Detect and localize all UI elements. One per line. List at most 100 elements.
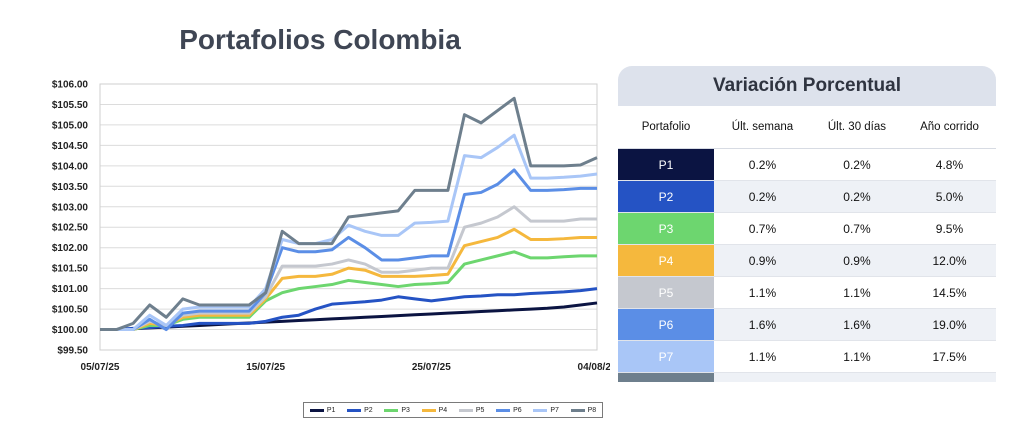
series-line-p7: [100, 133, 598, 332]
legend-label: P8: [587, 406, 597, 414]
d30-cell: 0.7%: [810, 212, 903, 245]
y-tick-label: $105.00: [52, 120, 89, 131]
portfolio-cell: P6: [618, 308, 714, 341]
week-cell: 1.6%: [714, 308, 811, 341]
table-header-row: Portafolio Últ. semana Últ. 30 días Año …: [618, 106, 996, 149]
legend-item: P6: [496, 407, 522, 414]
week-cell: 0.7%: [714, 372, 811, 382]
x-tick-label: 05/07/25: [81, 362, 120, 373]
legend-swatch: [570, 408, 585, 412]
series-line-p6: [100, 168, 597, 332]
ytd-cell: 5.0%: [902, 180, 996, 213]
legend-swatch: [309, 408, 324, 412]
week-cell: 1.1%: [714, 340, 811, 373]
legend-swatch: [347, 408, 362, 412]
chart-legend: P1 P2 P3 P4 P5 P6 P7 P8: [303, 402, 603, 418]
legend-label: P7: [550, 406, 559, 414]
legend-label: P2: [364, 406, 373, 414]
legend-item: P5: [458, 406, 485, 414]
y-tick-label: $99.50: [57, 346, 88, 357]
portfolio-cell: P8: [618, 372, 714, 382]
week-cell: 0.2%: [714, 180, 811, 213]
y-tick-label: $101.00: [52, 284, 89, 295]
header-ytd: Año corrido: [902, 106, 996, 149]
series-line-p8: [100, 96, 598, 332]
x-tick-label: 25/07/25: [412, 362, 451, 373]
y-tick-label: $102.00: [52, 243, 89, 254]
y-tick-label: $103.50: [52, 182, 89, 193]
y-tick-label: $100.00: [52, 325, 89, 336]
header-portafolio: Portafolio: [618, 106, 714, 149]
d30-cell: 1.6%: [810, 308, 903, 341]
legend-item: P7: [533, 407, 559, 414]
portfolio-cell: P7: [618, 340, 714, 373]
week-cell: 0.9%: [714, 244, 811, 277]
portfolio-cell: P3: [618, 212, 714, 245]
portfolio-cell: P1: [618, 148, 714, 181]
legend-item: P3: [384, 407, 410, 414]
portfolio-cell: P4: [618, 244, 714, 277]
table-title: Variación Porcentual: [618, 66, 996, 106]
legend-swatch: [458, 408, 473, 412]
y-tick-label: $102.50: [52, 223, 89, 234]
y-tick-label: $106.00: [52, 80, 89, 91]
legend-swatch: [533, 408, 548, 412]
portfolio-cell: P5: [618, 276, 714, 309]
table-row: P4 0.9% 0.9% 12.0%: [618, 244, 996, 277]
y-tick-label: $100.50: [52, 305, 89, 316]
d30-cell: 0.2%: [810, 180, 903, 213]
ytd-cell: 16.5%: [902, 372, 996, 382]
y-tick-label: $104.50: [52, 141, 89, 152]
d30-cell: 0.7%: [810, 372, 903, 382]
week-cell: 1.1%: [714, 276, 811, 309]
ytd-cell: 4.8%: [902, 148, 996, 181]
legend-item: P1: [309, 406, 336, 414]
y-tick-label: $101.50: [52, 264, 89, 275]
ytd-cell: 12.0%: [902, 244, 996, 277]
y-tick-label: $105.50: [52, 100, 89, 111]
line-chart: $99.50 $100.00 $100.50 $101.00 $101.50 $102.0…: [52, 80, 610, 374]
y-tick-label: $104.00: [52, 161, 89, 172]
header-week: Últ. semana: [714, 106, 811, 149]
variation-table-panel: Variación Porcentual Portafolio Últ. sem…: [618, 66, 996, 382]
legend-label: P4: [438, 406, 448, 414]
header-30d: Últ. 30 días: [810, 106, 903, 149]
d30-cell: 1.1%: [810, 276, 903, 309]
legend-label: P6: [513, 406, 522, 414]
chart-title: Portafolios Colombia: [179, 24, 461, 55]
legend-swatch: [384, 408, 399, 412]
y-tick-label: $103.00: [52, 202, 89, 213]
series-line-p3: [100, 250, 597, 332]
legend-label: P5: [475, 406, 485, 414]
table-row: P7 1.1% 1.1% 17.5%: [618, 340, 996, 373]
d30-cell: 0.2%: [810, 148, 903, 181]
table-row: P1 0.2% 0.2% 4.8%: [618, 148, 996, 181]
ytd-cell: 17.5%: [902, 340, 996, 373]
legend-item: P4: [421, 406, 448, 414]
legend-swatch: [496, 408, 511, 412]
variation-table: Portafolio Últ. semana Últ. 30 días Año …: [618, 106, 996, 382]
legend-label: P1: [326, 406, 336, 414]
table-row: P2 0.2% 0.2% 5.0%: [618, 180, 996, 213]
x-tick-label: 15/07/25: [246, 362, 285, 373]
plot-border: [99, 83, 598, 351]
series-line-p4: [100, 227, 597, 332]
ytd-cell: 14.5%: [902, 276, 996, 309]
legend-item: P2: [347, 407, 373, 414]
ytd-cell: 19.0%: [902, 308, 996, 341]
table-row: P6 1.6% 1.6% 19.0%: [618, 308, 996, 341]
ytd-cell: 9.5%: [902, 212, 996, 245]
portfolio-cell: P2: [618, 180, 714, 213]
legend-swatch: [421, 408, 436, 412]
legend-label: P3: [401, 406, 410, 414]
week-cell: 0.2%: [714, 148, 811, 181]
legend-item: P8: [570, 406, 597, 414]
series-line-p2: [100, 287, 598, 332]
week-cell: 0.7%: [714, 212, 811, 245]
table-row: P5 1.1% 1.1% 14.5%: [618, 276, 996, 309]
d30-cell: 1.1%: [810, 340, 903, 373]
table-row: P80.7%0.7%16.5%: [618, 372, 996, 382]
d30-cell: 0.9%: [810, 244, 903, 277]
x-tick-label: 04/08/25: [578, 362, 610, 373]
table-row: P3 0.7% 0.7% 9.5%: [618, 212, 996, 245]
